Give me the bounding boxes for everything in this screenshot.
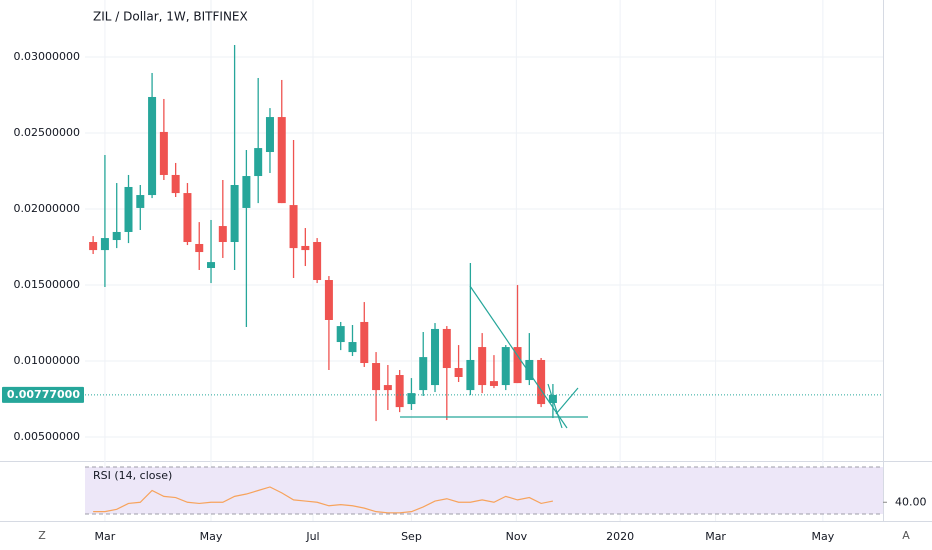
trend-line: [555, 387, 579, 415]
candle-body: [466, 359, 475, 391]
y-tick-label: 0.00500000: [14, 430, 80, 443]
candle-body: [324, 280, 333, 320]
trend-drawings: [400, 285, 588, 429]
candle-body: [431, 328, 440, 386]
rsi-tick-label: 40.00: [895, 495, 927, 508]
candle-body: [148, 96, 157, 196]
candle-body: [537, 359, 546, 405]
toolbar-button[interactable]: A: [902, 529, 910, 542]
candle-body: [183, 193, 192, 243]
trend-line: [547, 383, 563, 429]
candle-body: [395, 375, 404, 408]
x-tick-label: Mar: [95, 530, 116, 543]
candle-body: [112, 231, 121, 241]
y-tick-label: 0.01500000: [14, 278, 80, 291]
x-tick-label: Nov: [506, 530, 528, 543]
y-tick-label: 0.01000000: [14, 354, 80, 367]
toolbar-button[interactable]: Z: [38, 529, 46, 542]
x-tick-label: Jul: [305, 530, 319, 543]
candles: [89, 44, 557, 422]
rsi-label: RSI (14, close): [93, 469, 172, 482]
candle-body: [442, 328, 451, 369]
candle-body: [207, 262, 216, 269]
candle-body: [383, 385, 392, 391]
candle-body: [171, 174, 180, 194]
x-tick-label: May: [812, 530, 835, 543]
x-tick-label: 2020: [606, 530, 634, 543]
candle-body: [136, 195, 145, 208]
candle-body: [360, 321, 369, 364]
candle-body: [242, 176, 251, 208]
candle-body: [513, 347, 522, 384]
candle-body: [100, 238, 109, 251]
candle-body: [254, 148, 263, 177]
candle-body: [348, 342, 357, 353]
candle-body: [159, 131, 168, 175]
candle-body: [372, 363, 381, 391]
candle-body: [218, 226, 227, 243]
candle-body: [313, 242, 322, 281]
candle-body: [525, 359, 534, 381]
candle-body: [230, 185, 239, 243]
candle-body: [489, 381, 498, 386]
candle-body: [501, 347, 510, 386]
chart-title: ZIL / Dollar, 1W, BITFINEX: [93, 10, 248, 24]
last-price-box: [2, 386, 84, 403]
candle-body: [89, 242, 98, 251]
y-tick-label: 0.02500000: [14, 126, 80, 139]
trend-line: [469, 285, 568, 429]
grid: [85, 0, 883, 521]
candle-body: [265, 117, 274, 153]
candle-body: [336, 326, 345, 343]
last-price-label: 0.00777000: [7, 388, 80, 401]
rsi-band: [85, 467, 883, 514]
y-tick-label: 0.02000000: [14, 202, 80, 215]
candle-body: [195, 243, 204, 253]
candle-body: [454, 368, 463, 377]
candle-body: [419, 357, 428, 391]
candle-body: [407, 393, 416, 405]
y-tick-label: 0.03000000: [14, 50, 80, 63]
candle-body: [478, 347, 487, 386]
candle-body: [289, 205, 298, 249]
candle-body: [277, 117, 286, 204]
candle-body: [124, 186, 133, 232]
x-tick-label: Sep: [401, 530, 422, 543]
rsi-line: [93, 486, 554, 514]
x-tick-label: May: [200, 530, 223, 543]
x-tick-label: Mar: [705, 530, 726, 543]
rsi-pane: 40.00 RSI (14, close): [85, 466, 927, 515]
candle-body: [301, 245, 310, 251]
overlay: Mar May Jul Sep Nov 2020 Mar May 0.00500000 0.010…: [2, 50, 883, 543]
